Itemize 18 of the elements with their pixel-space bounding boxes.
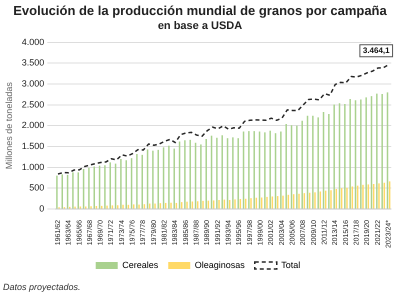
legend-label: Cereales — [122, 260, 159, 270]
y-tick-label: 2.500 — [22, 99, 44, 110]
chart-title: Evolución de la producción mundial de granos por campaña — [12, 3, 388, 18]
y-tick-label: 0 — [39, 203, 44, 214]
annotation: 3.464,1 — [362, 46, 390, 55]
y-tick-label: 2.000 — [22, 120, 44, 130]
text: Datos proyectados. — [3, 282, 81, 292]
line-series — [57, 64, 390, 175]
legend-label: Total — [281, 260, 300, 270]
legend-label: Oleaginosas — [194, 260, 246, 270]
chart-subtitle: en base a USDA — [156, 20, 244, 32]
y-tick-label: 500 — [29, 182, 44, 193]
y-axis-title: Millones de toneladas — [4, 82, 14, 170]
y-tick-label: 1.000 — [22, 162, 44, 172]
y-tick-label: 3.000 — [22, 78, 44, 89]
y-tick-label: 4.000 — [22, 36, 44, 47]
y-tick-label: 3.500 — [22, 58, 44, 68]
y-tick-label: 1.500 — [22, 140, 44, 151]
